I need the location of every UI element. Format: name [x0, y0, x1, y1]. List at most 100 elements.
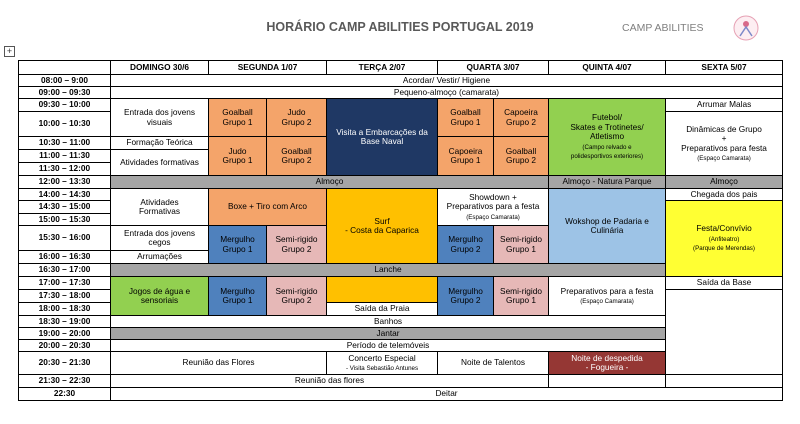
schedule-cell: Jogos de água e sensoriais	[110, 276, 209, 316]
cell-note: - Visita Sebastião Antunes	[345, 365, 419, 372]
day-header: SEGUNDA 1/07	[207, 60, 328, 75]
time-cell: 09:00 – 09:30	[18, 86, 111, 99]
schedule-cell	[326, 276, 439, 303]
time-cell: 17:00 – 17:30	[18, 276, 111, 290]
schedule-cell: Noite de despedida - Fogueira -	[548, 351, 667, 375]
time-cell: 10:00 – 10:30	[18, 111, 111, 137]
time-cell: 18:00 – 18:30	[18, 302, 111, 316]
schedule-cell: Concerto Especial - Visita Sebastião Antu…	[326, 351, 439, 375]
logo-icon	[733, 15, 759, 41]
time-cell: 17:30 – 18:00	[18, 289, 111, 303]
time-cell: 15:00 – 15:30	[18, 213, 111, 226]
schedule-cell: Dinâmicas de Grupo + Preparativos para f…	[665, 111, 784, 176]
schedule-cell: Judo Grupo 2	[265, 98, 328, 137]
time-cell: 15:30 – 16:00	[18, 225, 111, 251]
schedule-cell: Atividades formativas	[110, 149, 209, 176]
schedule-cell: Atividades Formativas	[110, 188, 209, 226]
time-cell: 20:30 – 21:30	[18, 351, 111, 375]
schedule-cell	[548, 374, 667, 388]
day-header: QUARTA 3/07	[437, 60, 550, 75]
time-cell: 12:00 – 13:30	[18, 175, 111, 189]
cell-note: (Espaço Camarata)	[466, 213, 520, 221]
cell-text: Festa/Convívio	[696, 223, 752, 234]
schedule-cell: Acordar/ Vestir/ Higiene	[109, 74, 784, 87]
schedule-cell: Jantar	[109, 327, 667, 340]
schedule-cell	[665, 374, 784, 388]
schedule-cell: Almoço	[665, 175, 784, 189]
schedule-cell: Entrada dos jovens visuais	[110, 98, 209, 137]
schedule-cell: Visita a Embarcações da Base Naval	[326, 98, 439, 176]
schedule-cell: Mergulho Grupo 1	[208, 225, 267, 264]
cell-text: Preparativos para a festa	[560, 285, 654, 296]
schedule-cell: Chegada dos pais	[665, 188, 784, 201]
schedule-cell: Wokshop de Padaria e Culinária	[548, 188, 667, 264]
schedule-cell: Futebol/ Skates e Trotinetes/ Atletismo(…	[548, 98, 667, 176]
schedule-cell: Judo Grupo 1	[208, 136, 267, 176]
time-cell: 16:00 – 16:30	[18, 250, 111, 264]
time-cell: 18:30 – 19:00	[18, 315, 111, 328]
schedule-cell: Saída da Praia	[326, 302, 439, 316]
schedule-cell: Almoço - Natura Parque	[548, 175, 667, 189]
day-header: QUINTA 4/07	[548, 60, 667, 75]
time-cell: 11:30 – 12:00	[18, 162, 111, 176]
time-cell: 11:00 – 11:30	[18, 149, 111, 163]
schedule-cell: Goalball Grupo 1	[208, 98, 267, 137]
schedule-cell: Goalball Grupo 2	[493, 136, 550, 176]
schedule-cell: Semi-rigido Grupo 1	[493, 225, 550, 264]
time-cell: 16:30 – 17:00	[18, 263, 111, 277]
schedule-cell: Reunião das flores	[109, 374, 550, 388]
time-cell: 19:00 – 20:00	[18, 327, 111, 340]
day-header: SEXTA 5/07	[665, 60, 784, 75]
time-cell: 08:00 – 9:00	[18, 74, 111, 87]
schedule-cell: Deitar	[109, 387, 784, 401]
time-cell: 09:30 – 10:00	[18, 98, 111, 112]
title: HORÁRIO CAMP ABILITIES PORTUGAL 2019	[266, 20, 534, 34]
cell-note: (Campo relvado e polidesportivos exterio…	[570, 143, 644, 161]
time-cell: 10:30 – 11:00	[18, 136, 111, 150]
schedule-cell: Goalball Grupo 2	[265, 136, 328, 176]
schedule-cell: Preparativos para a festa (Espaço Camarat…	[548, 276, 667, 316]
schedule-cell: Showdown + Preparativos para a festa (Esp…	[437, 188, 550, 226]
schedule-cell: Lanche	[109, 263, 667, 277]
schedule-cell: Arrumar Malas	[665, 98, 784, 112]
day-header: DOMINGO 30/6	[110, 60, 209, 75]
time-cell: 14:30 – 15:00	[18, 200, 111, 214]
schedule-cell: Capoeira Grupo 1	[437, 136, 495, 176]
schedule-cell: Almoço	[109, 175, 550, 189]
schedule-cell: Mergulho Grupo 1	[208, 276, 267, 316]
logo-text: CAMP ABILITIES	[622, 22, 704, 34]
schedule-cell: Mergulho Grupo 2	[437, 276, 495, 316]
schedule-cell: Saída da Base	[665, 276, 784, 290]
cell-text: Concerto Especial	[348, 352, 416, 363]
time-cell: 14:00 – 14:30	[18, 188, 111, 201]
cell-note: (Espaço Camarata)	[697, 155, 751, 162]
cell-text: Futebol/ Skates e Trotinetes/ Atletismo	[570, 112, 644, 142]
schedule-cell: Goalball Grupo 1	[437, 98, 495, 137]
schedule-cell: Boxe + Tiro com Arco	[207, 188, 328, 226]
cell-text: Dinâmicas de Grupo + Preparativos para f…	[681, 123, 767, 153]
schedule-cell: Formação Teórica	[110, 136, 209, 150]
time-cell: 21:30 – 22:30	[18, 374, 111, 388]
cell-note: (Espaço Camarata)	[580, 298, 634, 305]
schedule-cell: Arrumações	[110, 250, 209, 264]
schedule-cell: Surf - Costa da Caparica	[326, 188, 439, 264]
corner-cell	[18, 60, 111, 75]
table-handle: +	[4, 46, 15, 57]
schedule-table: DOMINGO 30/6 SEGUNDA 1/07 TERÇA 2/07 QUARTA…	[18, 60, 784, 401]
schedule-cell: Noite de Talentos	[437, 351, 550, 375]
cell-note: (Anfiteatro) (Parque de Merendas)	[693, 235, 755, 253]
cell-text: Showdown + Preparativos para a festa	[446, 191, 540, 212]
schedule-cell: Capoeira Grupo 2	[493, 98, 550, 137]
schedule-cell: Semi-rigido Grupo 1	[493, 276, 550, 316]
schedule-cell: Semi-rigido Grupo 2	[265, 276, 328, 316]
time-cell: 20:00 – 20:30	[18, 339, 111, 352]
schedule-cell	[665, 289, 784, 375]
schedule-cell: Semi-rigido Grupo 2	[265, 225, 328, 264]
schedule-cell: Reunião das Flores	[109, 351, 328, 375]
time-cell: 22:30	[18, 387, 111, 401]
schedule-cell: Entrada dos jovens cegos	[110, 225, 209, 251]
day-header: TERÇA 2/07	[326, 60, 439, 75]
schedule-cell: Banhos	[109, 315, 667, 328]
schedule-cell: Festa/Convívio (Anfiteatro) (Parque de Me…	[665, 200, 784, 277]
